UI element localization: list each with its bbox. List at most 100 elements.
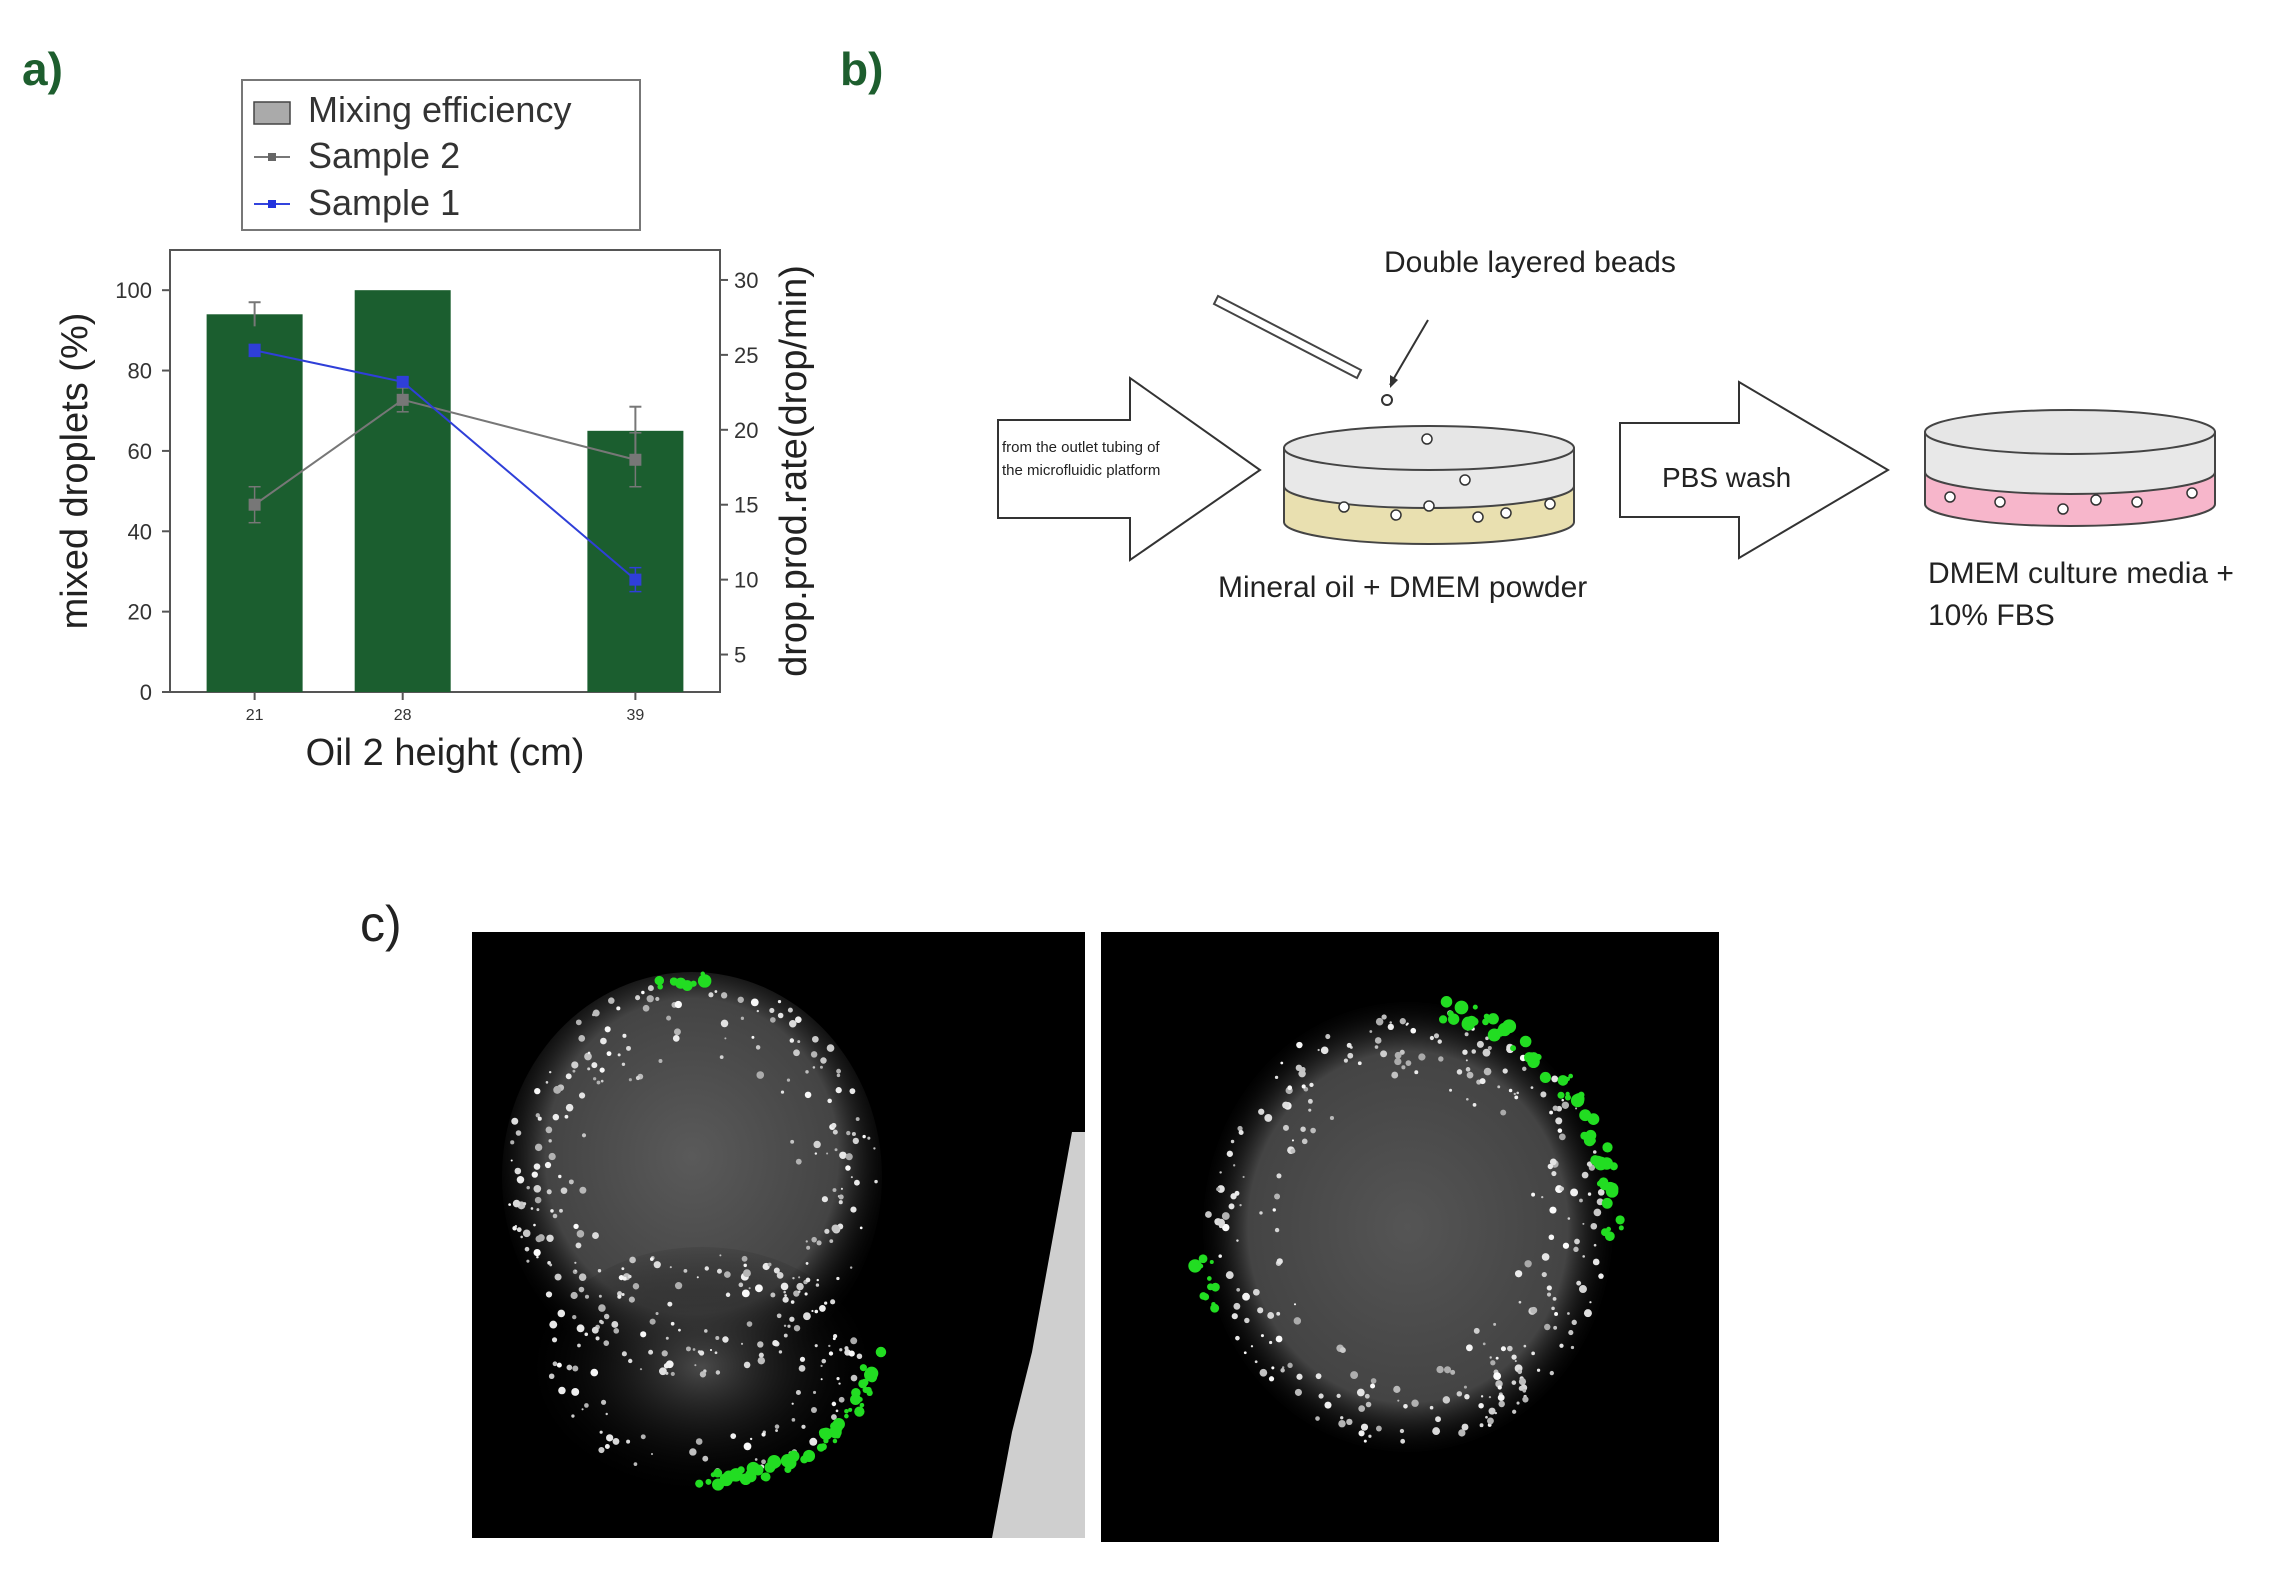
- speckle: [1551, 1306, 1555, 1311]
- speckle: [1357, 1061, 1362, 1066]
- speckle: [1547, 1163, 1554, 1170]
- speckle: [709, 1348, 713, 1352]
- speckle: [1414, 1070, 1419, 1075]
- speckle: [1549, 1158, 1557, 1166]
- speckle: [804, 1091, 812, 1099]
- bead-image-right: [1188, 996, 1625, 1452]
- fluorescent-spot: [1539, 1071, 1551, 1084]
- speckle: [748, 1287, 751, 1290]
- speckle: [777, 1012, 784, 1019]
- speckle: [535, 1235, 543, 1243]
- speckle: [867, 1136, 871, 1140]
- speckle: [571, 1414, 575, 1418]
- speckle: [1487, 1045, 1492, 1051]
- speckle: [526, 1259, 530, 1263]
- speckle: [523, 1202, 527, 1206]
- speckle: [599, 1430, 603, 1434]
- fluorescent-spot: [833, 1432, 839, 1438]
- process-diagram: from the outlet tubing of the microfluid…: [997, 246, 2234, 632]
- speckle: [1482, 1342, 1486, 1346]
- speckle: [1461, 1423, 1469, 1431]
- speckle: [621, 1292, 625, 1297]
- speckle: [522, 1229, 531, 1238]
- speckle: [566, 1364, 573, 1371]
- speckle: [1281, 1366, 1285, 1369]
- speckle: [1462, 1049, 1468, 1055]
- fluorescent-spot: [1194, 1260, 1200, 1266]
- axes-group: 0 20 40 60 80 100 5 10 15 20 25 30 21 28 39: [115, 268, 758, 724]
- speckle: [658, 1059, 663, 1063]
- speckle: [512, 1199, 521, 1208]
- speckle: [1405, 1023, 1408, 1026]
- speckle: [793, 1324, 801, 1332]
- speckle: [782, 1296, 789, 1303]
- speckle: [839, 1151, 847, 1160]
- fluorescent-spot: [858, 1379, 868, 1389]
- fluorescent-spot: [1495, 1027, 1506, 1037]
- speckle: [579, 1186, 587, 1194]
- point-2-2: [629, 573, 642, 586]
- speckle: [670, 1321, 675, 1326]
- speckle: [646, 995, 654, 1003]
- arrow-from-outlet: [997, 376, 1262, 562]
- y-tick-label-3: 60: [128, 439, 152, 464]
- speckle: [1558, 1133, 1566, 1141]
- speckle: [1276, 1173, 1282, 1179]
- speckle: [1511, 1380, 1517, 1385]
- speckle: [769, 1007, 775, 1014]
- speckle: [683, 1268, 688, 1273]
- y2-axis-label: drop.prod.rate(drop/min): [773, 265, 815, 677]
- arrow1-text-line1: from the outlet tubing of: [1002, 439, 1160, 456]
- speckle: [1544, 1323, 1551, 1331]
- speckle: [1369, 1030, 1373, 1033]
- speckle: [1391, 1071, 1399, 1079]
- speckle: [1514, 1359, 1517, 1363]
- speckle: [829, 1239, 834, 1244]
- speckle: [1324, 1401, 1332, 1409]
- speckle: [1433, 1033, 1440, 1039]
- speckle: [793, 1290, 800, 1297]
- speckle: [1479, 1078, 1486, 1085]
- speckle: [1530, 1306, 1538, 1314]
- speckle: [1397, 1399, 1400, 1402]
- falling-bead: [1381, 394, 1393, 406]
- fluorescent-spot: [1207, 1283, 1214, 1291]
- speckle: [642, 1004, 650, 1012]
- fluorescent-spot: [1447, 1010, 1454, 1017]
- speckle: [1254, 1360, 1258, 1364]
- speckle: [724, 1271, 731, 1278]
- speckle: [1370, 1383, 1376, 1389]
- speckle: [1287, 1362, 1293, 1369]
- speckle: [1307, 1098, 1313, 1104]
- speckle: [755, 1045, 761, 1050]
- speckle: [600, 1320, 604, 1325]
- speckle: [1233, 1302, 1241, 1310]
- speckle: [1508, 1088, 1513, 1093]
- speckle: [655, 996, 660, 1002]
- speckle: [1438, 1056, 1444, 1062]
- speckle: [1221, 1212, 1230, 1220]
- micrograph-left: [472, 932, 1085, 1538]
- speckle: [640, 1434, 646, 1440]
- speckle: [811, 1309, 814, 1313]
- x-tick-label-0: 21: [246, 707, 264, 724]
- fluorescent-spot: [654, 975, 665, 986]
- speckle: [803, 1312, 811, 1321]
- speckle: [552, 1113, 560, 1121]
- speckle: [560, 1187, 568, 1194]
- speckle: [1282, 1101, 1290, 1109]
- fluorescent-spot: [752, 1464, 764, 1476]
- speckle: [1573, 1246, 1579, 1253]
- speckle: [1290, 1148, 1296, 1154]
- speckle: [695, 1438, 703, 1445]
- speckle: [1586, 1161, 1593, 1167]
- speckle: [584, 1294, 590, 1299]
- speckle: [793, 1049, 800, 1057]
- speckle: [814, 1344, 818, 1348]
- speckle: [1250, 1345, 1254, 1348]
- speckle: [534, 1196, 542, 1204]
- speckle: [756, 1009, 759, 1013]
- speckle: [1518, 1377, 1527, 1386]
- speckle: [572, 1314, 577, 1320]
- fluorescent-spot: [1483, 1013, 1490, 1020]
